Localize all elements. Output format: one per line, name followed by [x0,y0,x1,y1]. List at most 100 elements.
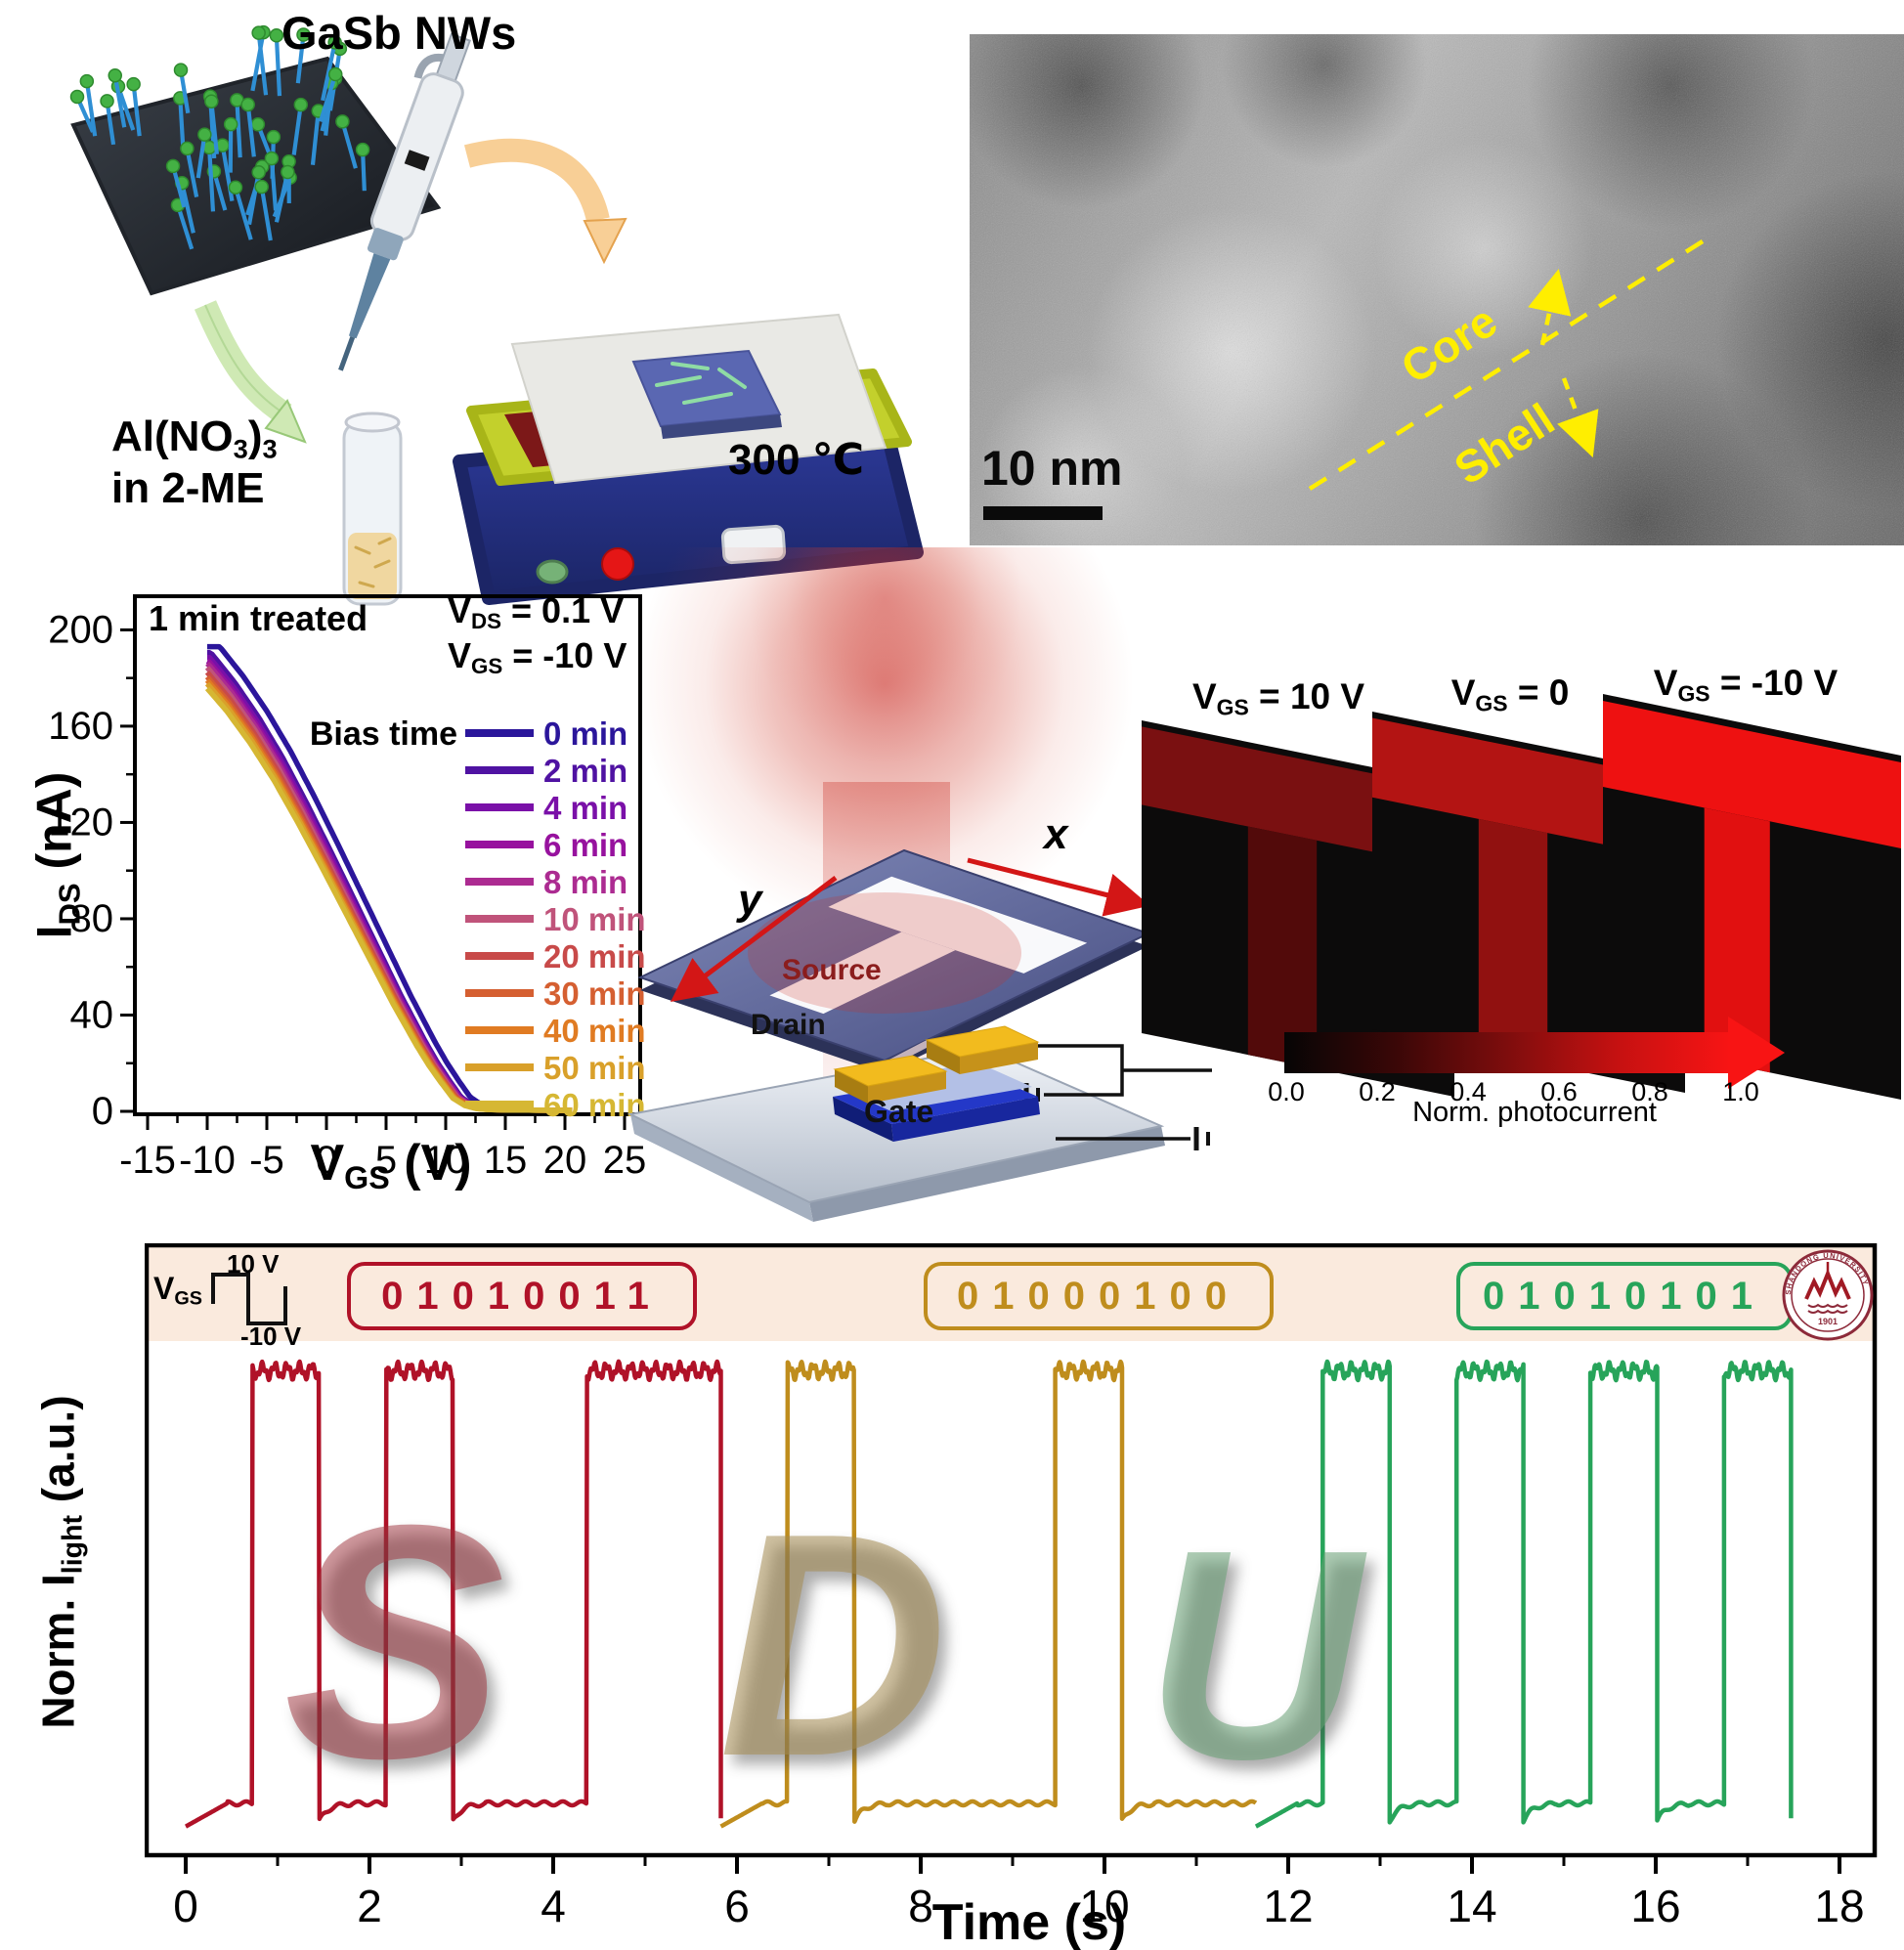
transfer-y-axis-label: IDS (nA) [26,771,87,939]
synthesis-schematic [69,24,924,606]
watermark-letter-s: S [283,1456,505,1828]
x-axis-annotation: x [1042,810,1069,858]
vgs-condition: VGS = -10 V [448,635,627,679]
drain-label: Drain [751,1009,826,1041]
reagent-label: Al(NO3)3 in 2-ME [111,412,278,512]
green-button-icon [536,559,569,585]
map-label-vgs-0: VGS = 0 [1450,672,1570,716]
x-tick-label: -15 [119,1139,176,1182]
synthesis-title: GaSb NWs [281,7,517,59]
series-curve-60-min [204,686,573,1113]
x-tick-label: 0 [316,1139,337,1182]
x-tick-label: 4 [541,1881,566,1931]
device-schematic: x y Source Drain Gate [627,547,1212,1222]
orange-arrow-icon [463,138,627,265]
colorbar-label: Norm. photocurrent [1412,1097,1657,1128]
scale-bar [983,506,1103,520]
x-tick-label: 14 [1447,1881,1496,1931]
x-tick-label: 15 [484,1139,528,1182]
t-aperture-icon [828,876,1088,974]
core-arrow-icon [1528,268,1572,346]
university-logo: 1901 SHANDONG UNIVERSITY [1782,1249,1874,1341]
gate-high-label: 10 V [227,1249,280,1278]
legend-entry-label: 4 min [543,790,627,826]
vds-condition: VDS = 0.1 V [448,590,625,634]
colorbar-tick-label: 0.8 [1631,1077,1668,1106]
legend-entry-label: 6 min [543,827,627,863]
nanowires-icon [69,24,370,250]
x-scan-arrow-icon [967,857,1150,917]
treatment-annotation: 1 min treated [149,598,368,638]
colorbar-tick-label: 1.0 [1722,1077,1759,1106]
gate-label: Gate [864,1094,933,1129]
x-tick-label: 18 [1814,1881,1864,1931]
x-tick-label: 12 [1263,1881,1313,1931]
x-tick-label: -10 [179,1139,236,1182]
vial-icon [342,412,403,606]
binary-y-axis-label: Norm. Ilight (a.u.) [32,1395,89,1729]
source-label: Source [782,954,882,986]
legend-entry-label: 50 min [543,1050,646,1086]
photocurrent-maps [1142,694,1901,1100]
x-tick-label: -5 [249,1139,284,1182]
x-tick-label: 8 [908,1881,933,1931]
x-tick-label: 16 [1630,1881,1680,1931]
x-tick-label: 10 [424,1139,468,1182]
core-shell-boundary-line [1308,238,1708,491]
shadow-mask-icon [637,848,1151,1073]
green-arrow-icon [194,300,307,444]
x-tick-label: 25 [603,1139,647,1182]
plot-frame [145,1243,1878,1858]
legend-entry-label: 30 min [543,975,646,1012]
legend-entry-label: 2 min [543,753,627,789]
legend-entry-label: 40 min [543,1013,646,1049]
colorbar-tick-label: 0.4 [1450,1077,1487,1106]
gate-waveform-icon [211,1273,287,1325]
binary-code-d: 01000100 [924,1262,1274,1330]
legend-entry-label: 10 min [543,901,646,937]
x-tick-label: 6 [724,1881,750,1931]
legend-title: Bias time [310,715,457,753]
tem-image: Core Shell 10 nm [970,34,1904,545]
y-tick-label: 0 [92,1090,113,1133]
y-tick-label: 40 [70,993,114,1036]
legend-entry-label: 60 min [543,1087,646,1123]
x-tick-label: 5 [375,1139,397,1182]
binary-code-s: 01010011 [347,1262,697,1330]
hotplate-icon [453,313,924,605]
red-button-icon [601,547,634,581]
y-tick-label: 80 [70,897,114,940]
transfer-x-axis-label: VGS (V) [310,1135,472,1196]
drain-electrode-icon [833,1055,948,1087]
legend-entry-label: 20 min [543,938,646,975]
x-tick-label: 20 [543,1139,587,1182]
watermark-letter-d: D [718,1467,948,1822]
binary-trace-S [184,1359,723,1829]
x-tick-label: 0 [173,1881,198,1931]
scale-bar-label: 10 nm [981,441,1123,496]
y-tick-label: 120 [48,801,113,844]
y-scan-arrow-icon [671,876,838,1003]
source-electrode-icon [925,1025,1040,1058]
binary-code-u: 01010101 [1456,1262,1793,1330]
logo-year: 1901 [1818,1317,1838,1326]
colorbar [1284,1032,1730,1073]
binary-trace-D [718,1359,1258,1829]
legend-entry-label: 8 min [543,864,627,900]
transistor-chip-icon [833,1025,1040,1142]
x-tick-label: 10 [1079,1881,1129,1931]
binary-trace-U [1254,1359,1794,1829]
colorbar-arrow-icon [1728,1017,1785,1089]
shell-arrow-icon [1557,377,1599,458]
photocurrent-map-panel-2 [1603,694,1901,1100]
y-axis-annotation: y [736,876,764,924]
y-tick-label: 160 [48,705,113,748]
colorbar-tick-label: 0.0 [1268,1077,1305,1106]
binary-x-axis-label: Time (s) [932,1894,1126,1950]
gate-low-label: -10 V [240,1322,302,1351]
watermark-letter-u: U [1146,1488,1362,1821]
map-label-vgs-minus10: VGS = -10 V [1653,663,1839,707]
legend-entry-label: 0 min [543,715,627,752]
colorbar-tick-label: 0.6 [1540,1077,1578,1106]
